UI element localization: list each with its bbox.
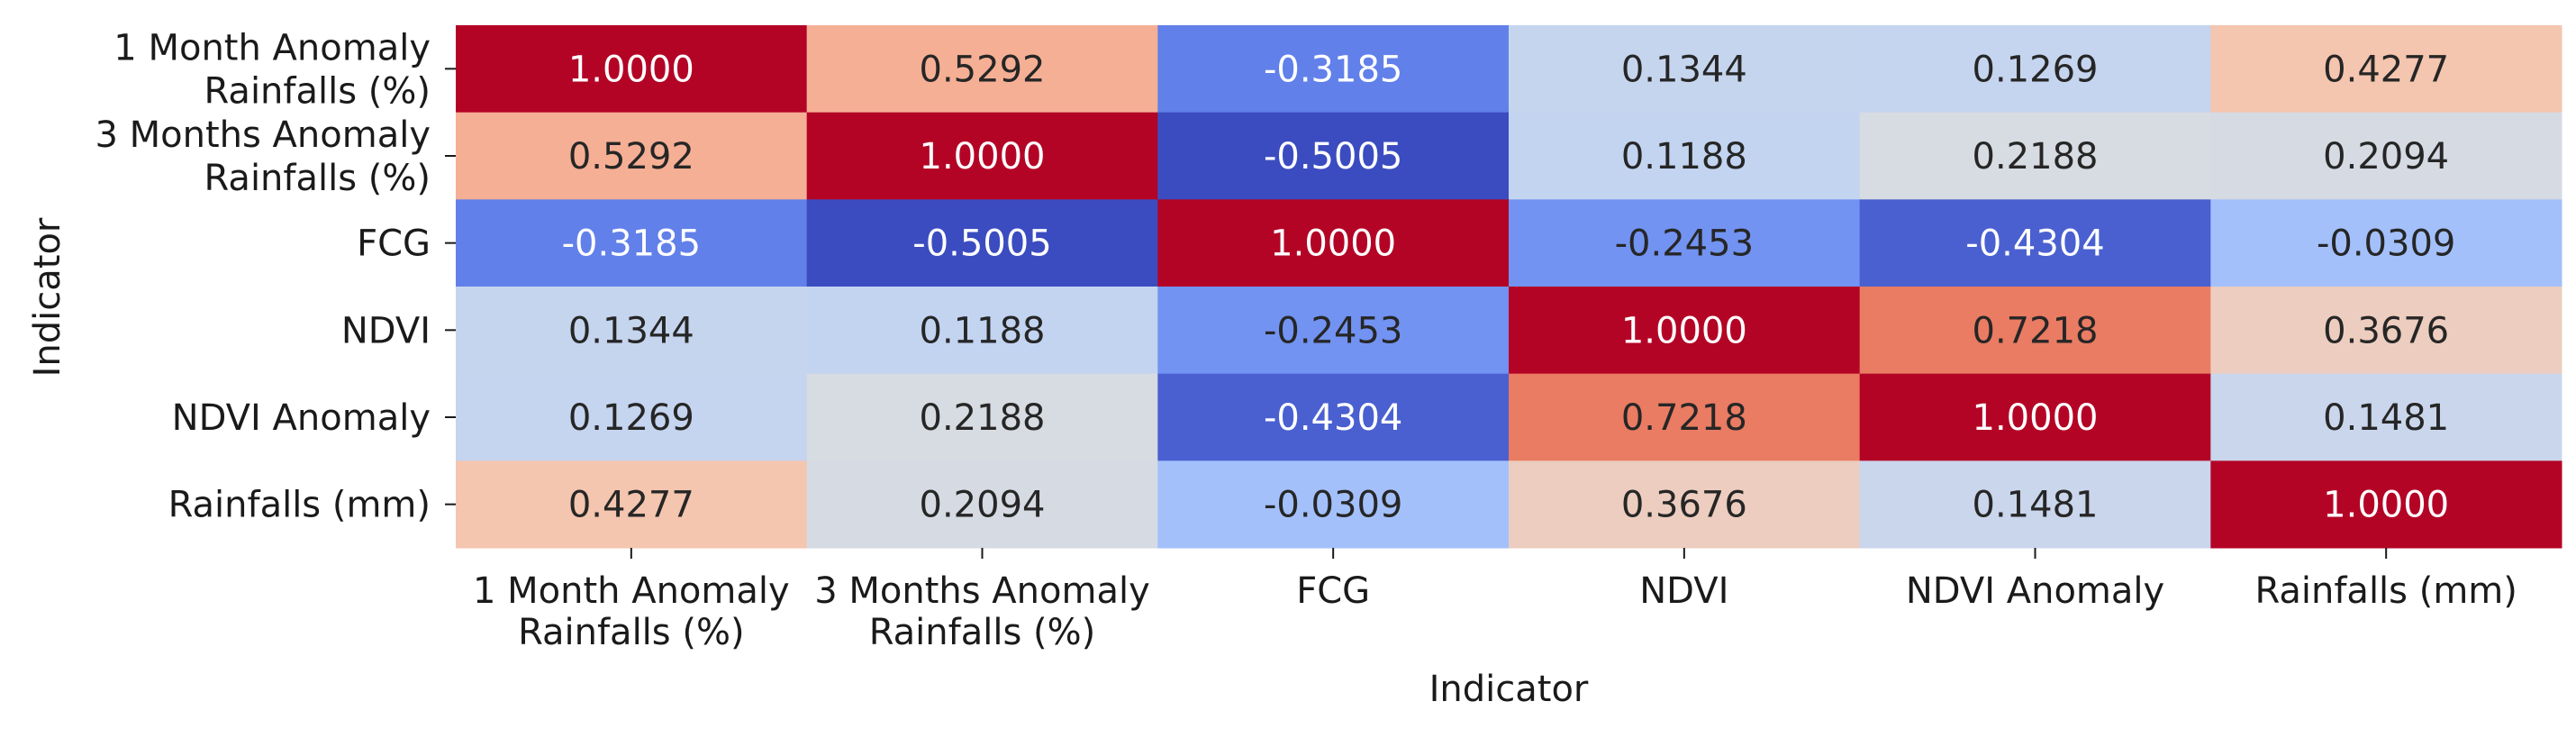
cell-value-label: -0.5005 <box>1264 136 1402 178</box>
cell-value-label: 1.0000 <box>920 136 1046 178</box>
cell-value-label: -0.4304 <box>1965 223 2104 265</box>
heatmap-cell <box>2210 373 2562 461</box>
heatmap-cell <box>1509 199 1861 287</box>
heatmap-cell <box>456 287 808 375</box>
y-tick-label: 1 Month Anomaly <box>113 27 431 68</box>
heatmap-cell <box>1157 25 1510 114</box>
heatmap-cell <box>2210 112 2562 200</box>
cell-value-label: -0.0309 <box>1264 485 1402 526</box>
heatmap-cell <box>1509 460 1861 549</box>
heatmap-cell <box>1509 25 1861 114</box>
y-axis-title: Indicator <box>27 217 68 377</box>
x-tick-label: 1 Month Anomaly <box>473 570 790 612</box>
x-tick-label: 3 Months Anomaly <box>814 570 1150 612</box>
heatmap-cell <box>1859 25 2211 114</box>
cell-value-label: 0.7218 <box>1621 397 1747 439</box>
cell-value-label: 1.0000 <box>1270 223 1396 265</box>
cell-value-label: -0.2453 <box>1615 223 1754 265</box>
heatmap-cell <box>1157 112 1510 200</box>
heatmap-cell <box>1509 112 1861 200</box>
cell-value-label: 0.4277 <box>568 485 694 526</box>
cell-value-label: -0.2453 <box>1264 310 1402 351</box>
cell-value-label: 0.1344 <box>568 310 694 351</box>
cell-value-label: 0.3676 <box>2323 310 2449 351</box>
cell-value-label: 1.0000 <box>1621 310 1747 351</box>
x-tick-label: Rainfalls (%) <box>518 612 744 653</box>
heatmap-cell <box>456 199 808 287</box>
cell-value-label: 0.2188 <box>1973 136 2099 178</box>
heatmap-cell <box>806 287 1158 375</box>
heatmap-cell <box>1157 373 1510 461</box>
cell-value-label: 0.2188 <box>920 397 1046 439</box>
x-axis-title: Indicator <box>1429 669 1589 710</box>
heatmap-cell <box>1859 112 2211 200</box>
heatmap-cell <box>1859 287 2211 375</box>
cell-value-label: 1.0000 <box>568 49 694 90</box>
y-tick-label: NDVI <box>341 310 431 351</box>
heatmap-cell <box>806 25 1158 114</box>
heatmap-cell <box>2210 287 2562 375</box>
cell-value-label: 0.2094 <box>2323 136 2449 178</box>
cell-value-label: 0.3676 <box>1621 485 1747 526</box>
heatmap-cell <box>2210 25 2562 114</box>
cell-value-label: 1.0000 <box>1973 397 2099 439</box>
heatmap-cell <box>806 112 1158 200</box>
cell-value-label: -0.5005 <box>912 223 1051 265</box>
heatmap-cell <box>1859 460 2211 549</box>
y-tick-label: Rainfalls (%) <box>204 158 431 199</box>
heatmap-cell <box>2210 199 2562 287</box>
y-tick-label: Rainfalls (mm) <box>168 485 431 526</box>
cell-value-label: 1.0000 <box>2323 485 2449 526</box>
cell-value-label: 0.1269 <box>1973 49 2099 90</box>
cell-value-label: 0.1188 <box>1621 136 1747 178</box>
x-tick-label: Rainfalls (%) <box>869 612 1095 653</box>
cell-value-label: 0.1188 <box>920 310 1046 351</box>
heatmap-cell <box>806 460 1158 549</box>
heatmap-cell <box>1509 287 1861 375</box>
cell-value-label: 0.1481 <box>1973 485 2099 526</box>
heatmap-cell <box>2210 460 2562 549</box>
cell-value-label: 0.5292 <box>568 136 694 178</box>
cell-value-label: 0.7218 <box>1973 310 2099 351</box>
y-tick-label: 3 Months Anomaly <box>95 114 431 156</box>
cell-value-label: -0.3185 <box>1264 49 1402 90</box>
heatmap-cell <box>1157 287 1510 375</box>
axis-ticks <box>445 68 2388 559</box>
y-tick-label: FCG <box>357 223 431 265</box>
cell-value-label: 0.4277 <box>2323 49 2449 90</box>
heatmap-cell <box>806 199 1158 287</box>
heatmap-cell <box>1157 460 1510 549</box>
heatmap-cell <box>1157 199 1510 287</box>
heatmap-cell <box>456 25 808 114</box>
cell-value-label: -0.3185 <box>562 223 701 265</box>
cell-value-label: 0.2094 <box>920 485 1046 526</box>
x-tick-label: FCG <box>1296 570 1370 612</box>
heatmap-cell <box>456 112 808 200</box>
cell-value-label: 0.1481 <box>2323 397 2449 439</box>
heatmap-cell <box>456 460 808 549</box>
cell-value-label: 0.1269 <box>568 397 694 439</box>
x-tick-label: NDVI <box>1639 570 1728 612</box>
heatmap-cell <box>456 373 808 461</box>
x-tick-label: Rainfalls (mm) <box>2254 570 2517 612</box>
x-tick-label: NDVI Anomaly <box>1906 570 2164 612</box>
heatmap-cell <box>1509 373 1861 461</box>
cell-value-label: 0.1344 <box>1621 49 1747 90</box>
y-tick-label: Rainfalls (%) <box>204 70 431 112</box>
cell-value-label: -0.4304 <box>1264 397 1402 439</box>
y-tick-label: NDVI Anomaly <box>172 397 431 439</box>
heatmap-cell <box>1859 373 2211 461</box>
cell-value-label: -0.0309 <box>2317 223 2455 265</box>
heatmap-cells: 1.0000 0.5292 -0.3185 0.1344 0.1269 0.4277 0.5… <box>456 25 2562 549</box>
heatmap-cell <box>806 373 1158 461</box>
cell-value-label: 0.5292 <box>920 49 1046 90</box>
heatmap-cell <box>1859 199 2211 287</box>
